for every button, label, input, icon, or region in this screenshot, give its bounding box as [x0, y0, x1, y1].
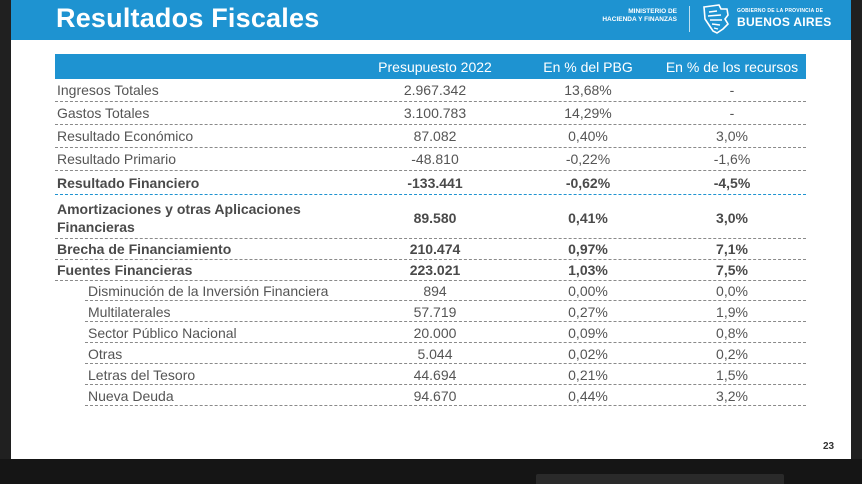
cell-pbg: 14,29% [564, 105, 612, 121]
table-row: Fuentes Financieras 223.021 1,03% 7,5% [55, 260, 806, 281]
page-number: 23 [823, 441, 835, 452]
cell-pbg: 0,00% [568, 283, 608, 299]
table-row: Ingresos Totales 2.967.342 13,68% - [55, 79, 806, 102]
logo-divider [689, 6, 690, 32]
row-label: Sector Público Nacional [88, 325, 237, 341]
cell-recursos: - [729, 105, 735, 121]
cell-recursos: 0,8% [716, 325, 748, 341]
row-label: Disminución de la Inversión Financiera [88, 283, 329, 299]
cell-presupuesto: 2.967.342 [403, 82, 467, 98]
cell-presupuesto: 3.100.783 [403, 105, 467, 121]
cell-recursos: 0,0% [716, 283, 748, 299]
table-row: Nueva Deuda 94.670 0,44% 3,2% [55, 386, 806, 406]
ministry-line-1: MINISTERIO DE [628, 8, 677, 15]
cell-recursos: -4,5% [713, 175, 751, 191]
row-label: Resultado Económico [57, 128, 194, 144]
table-row: Sector Público Nacional 20.000 0,09% 0,8… [55, 323, 806, 343]
table-row: Multilaterales 57.719 0,27% 1,9% [55, 302, 806, 322]
column-header-pbg: En % del PBG [543, 59, 633, 75]
row-label: Ingresos Totales [57, 82, 159, 98]
slide: Resultados Fiscales MINISTERIO DE HACIEN… [11, 0, 851, 459]
cell-recursos: 1,5% [716, 367, 748, 383]
table-row: Disminución de la Inversión Financiera 8… [55, 281, 806, 301]
gov-logo-text: GOBIERNO DE LA PROVINCIA DE BUENOS AIRES [737, 8, 832, 29]
row-label: Gastos Totales [57, 105, 150, 121]
gov-line-1: GOBIERNO DE LA PROVINCIA DE [737, 8, 824, 14]
cell-pbg: -0,22% [565, 151, 611, 167]
row-label-line-2: Financieras [57, 219, 135, 235]
cell-pbg: 0,97% [568, 241, 608, 257]
cell-pbg: 0,09% [568, 325, 608, 341]
row-label-line-1: Amortizaciones y otras Aplicaciones [57, 201, 301, 217]
cell-presupuesto: 20.000 [413, 325, 457, 341]
cell-pbg: -0,62% [565, 175, 611, 191]
cell-pbg: 0,44% [568, 388, 608, 404]
row-label: Multilaterales [88, 304, 171, 320]
table-row: Resultado Financiero -133.441 -0,62% -4,… [55, 171, 806, 195]
row-label: Resultado Financiero [57, 175, 200, 191]
cell-presupuesto: 94.670 [413, 388, 457, 404]
cell-recursos: -1,6% [713, 151, 751, 167]
cell-recursos: 0,2% [716, 346, 748, 362]
row-label: Resultado Primario [57, 151, 177, 167]
row-label: Otras [88, 346, 123, 362]
cell-pbg: 0,27% [568, 304, 608, 320]
table-row: Amortizaciones y otras Aplicaciones Fina… [55, 198, 806, 239]
cell-pbg: 1,03% [568, 262, 608, 278]
cell-presupuesto: 57.719 [413, 304, 457, 320]
cell-recursos: - [729, 82, 735, 98]
table-row: Letras del Tesoro 44.694 0,21% 1,5% [55, 365, 806, 385]
cell-presupuesto: 89.580 [413, 210, 457, 226]
row-label: Amortizaciones y otras Aplicaciones Fina… [57, 200, 301, 236]
cell-pbg: 13,68% [564, 82, 612, 98]
gov-line-2: BUENOS AIRES [737, 15, 832, 29]
cell-pbg: 0,40% [568, 128, 608, 144]
cell-presupuesto: 5.044 [417, 346, 453, 362]
cell-presupuesto: 87.082 [413, 128, 457, 144]
cell-recursos: 7,5% [716, 262, 748, 278]
cell-recursos: 7,1% [716, 241, 748, 257]
table-row: Resultado Económico 87.082 0,40% 3,0% [55, 125, 806, 148]
row-label: Fuentes Financieras [57, 262, 193, 278]
table-row: Brecha de Financiamiento 210.474 0,97% 7… [55, 239, 806, 260]
video-frame-right [851, 0, 862, 484]
province-map-icon [703, 4, 730, 34]
fiscal-results-table: Presupuesto 2022 En % del PBG En % de lo… [55, 54, 806, 406]
slide-title: Resultados Fiscales [56, 3, 320, 33]
cell-recursos: 3,2% [716, 388, 748, 404]
row-label: Nueva Deuda [88, 388, 174, 404]
table-header: Presupuesto 2022 En % del PBG En % de lo… [55, 54, 806, 79]
cell-recursos: 3,0% [716, 210, 748, 226]
cell-pbg: 0,21% [568, 367, 608, 383]
video-frame-left [0, 0, 11, 484]
cell-recursos: 1,9% [716, 304, 748, 320]
ministry-logo-text: MINISTERIO DE HACIENDA Y FINANZAS [579, 8, 677, 24]
cell-presupuesto: 223.021 [409, 262, 461, 278]
table-row: Gastos Totales 3.100.783 14,29% - [55, 102, 806, 125]
row-label: Brecha de Financiamiento [57, 241, 232, 257]
cell-presupuesto: 894 [423, 283, 447, 299]
cell-presupuesto: -133.441 [407, 175, 463, 191]
cell-recursos: 3,0% [716, 128, 748, 144]
table-row: Otras 5.044 0,02% 0,2% [55, 344, 806, 364]
ministry-line-2: HACIENDA Y FINANZAS [602, 16, 677, 23]
column-header-presupuesto: Presupuesto 2022 [378, 59, 492, 75]
column-header-recursos: En % de los recursos [665, 59, 799, 75]
title-banner: Resultados Fiscales MINISTERIO DE HACIEN… [11, 0, 851, 40]
cell-presupuesto: -48.810 [411, 151, 459, 167]
video-overlay-tab [536, 474, 784, 484]
table-row: Resultado Primario -48.810 -0,22% -1,6% [55, 148, 806, 171]
cell-pbg: 0,41% [568, 210, 608, 226]
cell-pbg: 0,02% [568, 346, 608, 362]
cell-presupuesto: 44.694 [413, 367, 457, 383]
cell-presupuesto: 210.474 [409, 241, 461, 257]
row-label: Letras del Tesoro [88, 367, 196, 383]
